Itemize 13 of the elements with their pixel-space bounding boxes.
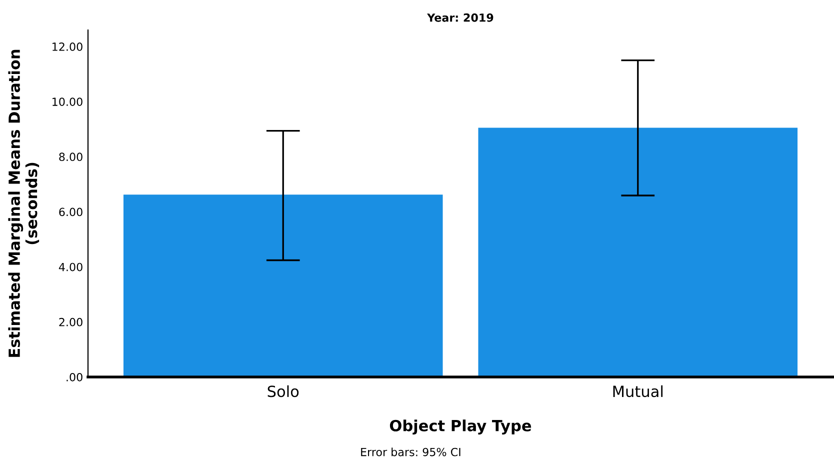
y-tick-label: 2.00 (59, 318, 82, 326)
x-tick-label: Solo (268, 385, 299, 398)
y-axis-title: Estimated Marginal Means Duration (seconds) (8, 50, 40, 357)
y-tick-label: 12.00 (52, 42, 82, 51)
text: Error bars: 95% CI (361, 448, 460, 456)
y-tick-label: 8.00 (59, 152, 82, 162)
x-tick-label: Mutual (613, 385, 663, 398)
chart-title: Year: 2019 (427, 13, 494, 22)
y-tick-label: 10.00 (52, 98, 82, 106)
y-tick-label: .00 (66, 372, 82, 382)
x-axis-title: Object Play Type (390, 420, 532, 434)
y-tick-label: 4.00 (58, 262, 82, 272)
y-tick-label: 6.00 (59, 208, 82, 216)
